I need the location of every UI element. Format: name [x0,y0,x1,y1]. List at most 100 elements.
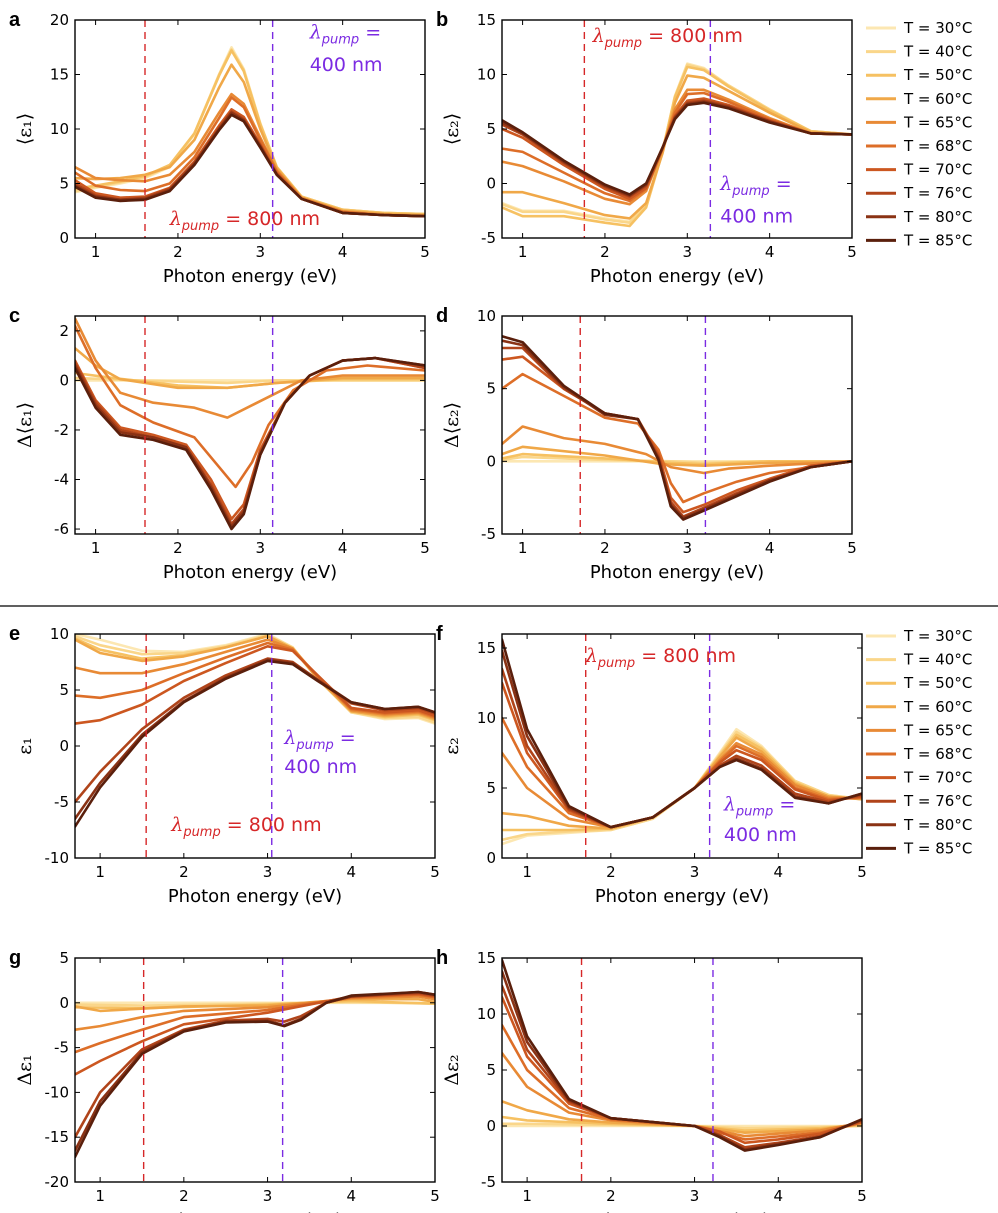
legend-entry: T = 68°C [903,137,972,155]
y-tick-label: 0 [486,452,496,470]
y-tick-label: 0 [59,994,69,1012]
series-line-10 [502,101,852,196]
legend-entry: T = 40°C [903,43,972,61]
x-tick-label: 4 [774,863,784,881]
series-group [502,335,852,521]
x-tick-label: 2 [606,1187,616,1205]
panel-c: 1 2 3 4 5 -6 -4 -2 0 2 Photon energy (eV) Δ⟨ε₁⟩ c [9,305,430,583]
y-axis-label: ε₁ [14,737,36,754]
wavelength-label-blue: λpump = [283,727,355,753]
series-line-9 [75,356,425,528]
series-line-7 [502,681,862,829]
series-group [502,638,862,846]
series-group [75,317,425,531]
wavelength-label-blue: λpump = [719,173,791,199]
y-tick-label: -15 [45,1128,70,1146]
legend-entry: T = 65°C [903,721,972,739]
wavelength-value: = [773,793,795,815]
y-tick-label: 0 [486,175,496,193]
y-tick-label: 15 [477,11,496,29]
lambda-symbol: λ [719,173,732,195]
series-line-4 [75,997,435,1013]
y-tick-label: 10 [50,120,69,138]
x-tick-label: 2 [173,243,183,261]
y-tick-label: 2 [59,322,69,340]
lambda-symbol: λ [309,22,322,44]
series-line-6 [75,324,425,489]
x-tick-label: 5 [857,1187,867,1205]
y-tick-label: 0 [59,737,69,755]
x-tick-label: 2 [606,863,616,881]
y-axis-label: Δ⟨ε₁⟩ [14,402,36,448]
y-tick-label: 10 [477,66,496,84]
pump-subscript: pump [321,33,359,48]
x-tick-label: 2 [173,539,183,557]
panel-g: 1 2 3 4 5 -20 -15 -10 -5 0 5 Photon energy (eV) Δε₁ g [9,947,440,1213]
series-line-5 [75,995,435,1031]
series-line-4 [502,74,852,220]
y-tick-label: 5 [59,681,69,699]
y-tick-label: 0 [59,371,69,389]
legend-entry: T = 60°C [903,698,972,716]
y-tick-label: 10 [50,625,69,643]
wavelength-value: = 800 nm [635,645,736,667]
y-tick-label: -6 [54,520,69,538]
y-tick-label: 10 [477,709,496,727]
wavelength-label-line2: 400 nm [310,54,383,76]
series-line-3 [502,65,852,228]
x-tick-label: 2 [179,1187,189,1205]
legend-entry: T = 70°C [903,161,972,179]
y-tick-label: 0 [486,849,496,867]
x-tick-label: 4 [338,243,348,261]
x-tick-label: 4 [347,863,357,881]
wavelength-value: = [770,173,792,195]
legend-entry: T = 60°C [903,90,972,108]
y-tick-label: 5 [59,175,69,193]
wavelength-value: = 800 nm [219,208,320,230]
x-tick-label: 4 [338,539,348,557]
x-tick-label: 1 [95,1187,105,1205]
y-tick-label: -4 [54,471,69,489]
wavelength-label-red: λpump = 800 nm [585,645,736,671]
x-tick-label: 1 [518,243,528,261]
axes-frame [74,315,426,535]
series-line-5 [502,88,852,206]
y-tick-label: -5 [54,793,69,811]
pump-subscript: pump [182,825,220,840]
series-group [75,990,435,1159]
x-tick-label: 2 [600,539,610,557]
y-tick-label: -20 [45,1173,70,1191]
lambda-symbol: λ [283,727,296,749]
pump-subscript: pump [295,738,333,753]
x-tick-label: 1 [95,863,105,881]
series-line-10 [502,638,862,829]
y-axis-label: Δ⟨ε₂⟩ [441,402,463,448]
series-line-8 [75,657,435,804]
x-tick-label: 3 [683,243,693,261]
y-tick-label: 20 [50,11,69,29]
legend-entry: T = 80°C [903,208,972,226]
x-tick-label: 3 [690,1187,700,1205]
y-axis-label: Δε₂ [441,1054,463,1085]
x-axis-label: Photon energy (eV) [168,1210,342,1213]
series-line-1 [502,62,852,223]
x-tick-label: 5 [847,539,857,557]
pump-subscript: pump [735,804,773,819]
x-tick-label: 5 [847,243,857,261]
legend-entry: T = 30°C [903,627,972,645]
y-axis-label: ε₂ [441,737,463,754]
wavelength-value: = [359,22,381,44]
series-line-10 [502,335,852,521]
legend-top: T = 30°C T = 40°C T = 50°C T = 60°C T = 65°C… [866,19,972,249]
panel-d: 1 2 3 4 5 -5 0 5 10 Photon energy (eV) Δ⟨ε₂⟩ d [436,305,857,583]
series-line-10 [75,659,435,828]
x-axis-label: Photon energy (eV) [168,886,342,907]
series-group [75,46,425,218]
x-tick-label: 3 [263,863,273,881]
series-line-6 [502,91,852,203]
y-tick-label: 5 [59,949,69,967]
legend-bottom: T = 30°C T = 40°C T = 50°C T = 60°C T = 65°C… [866,627,972,857]
